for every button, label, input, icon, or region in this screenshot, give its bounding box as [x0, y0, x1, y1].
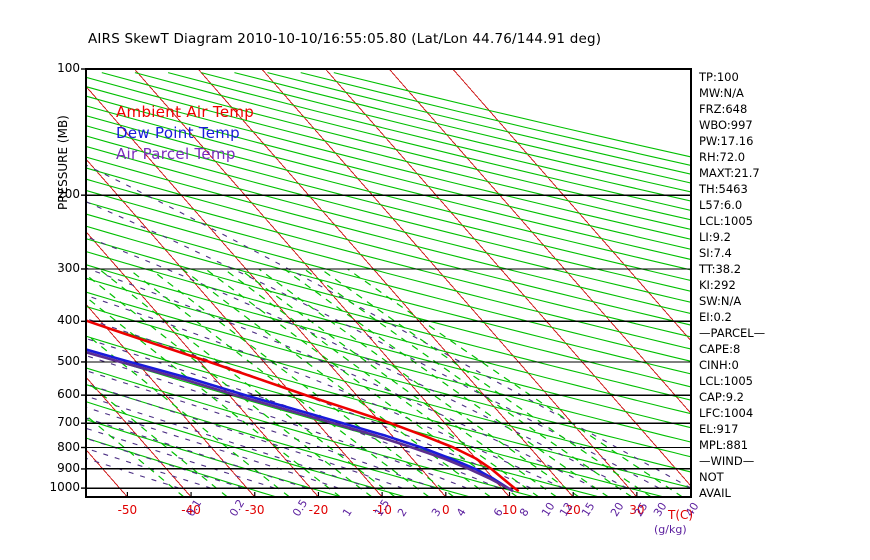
stat-item: LCL:1005	[699, 374, 753, 388]
stat-item: MAXT:21.7	[699, 166, 760, 180]
pressure-tick-600: 600	[57, 387, 80, 402]
stat-item: EL:917	[699, 422, 739, 436]
stat-item: NOT	[699, 470, 724, 484]
mixing-ratio-units-label: (g/kg)	[654, 523, 687, 536]
stat-item: MPL:881	[699, 438, 749, 452]
legend-item-parcel: Air Parcel Temp	[116, 145, 236, 163]
bottom-temp-tick--50: -50	[117, 503, 138, 517]
stat-item: RH:72.0	[699, 150, 746, 164]
stat-item: AVAIL	[699, 486, 731, 500]
stat-item: LCL:1005	[699, 214, 753, 228]
stat-item: CINH:0	[699, 358, 739, 372]
bottom-temp-tick-10: 10	[501, 503, 518, 517]
bottom-temp-tick--10: -10	[372, 503, 392, 517]
stat-item: PW:17.16	[699, 134, 754, 148]
x-axis-label: T(C)	[668, 508, 694, 522]
stat-item: MW:N/A	[699, 86, 744, 100]
stat-item: KI:292	[699, 278, 736, 292]
stat-item: TT:38.2	[699, 262, 742, 276]
pressure-tick-100: 100	[57, 61, 80, 75]
stat-item: LFC:1004	[699, 406, 754, 420]
pressure-tick-900: 900	[57, 460, 80, 475]
stat-item: TP:100	[699, 70, 739, 84]
stat-item: EI:0.2	[699, 310, 732, 324]
stat-item: LI:9.2	[699, 230, 731, 244]
pressure-tick-500: 500	[57, 353, 80, 368]
stat-item: FRZ:648	[699, 102, 748, 116]
bottom-temp-tick-20: 20	[565, 503, 581, 517]
pressure-tick-400: 400	[57, 313, 80, 328]
stat-item: WBO:997	[699, 118, 753, 132]
bottom-temp-tick--40: -40	[181, 503, 201, 517]
stat-item: —PARCEL—	[699, 326, 766, 340]
stat-item: CAPE:8	[699, 342, 741, 356]
stat-item: SW:N/A	[699, 294, 742, 308]
pressure-tick-700: 700	[57, 415, 80, 430]
stat-item: TH:5463	[699, 182, 748, 196]
legend-item-ambient: Ambient Air Temp	[116, 103, 255, 121]
legend-item-dewpoint: Dew Point Temp	[116, 124, 241, 142]
bottom-temp-tick--30: -30	[244, 503, 265, 517]
stat-item: SI:7.4	[699, 246, 732, 260]
bottom-temp-tick-0: 0	[441, 503, 450, 517]
bottom-temp-tick-30: 30	[629, 503, 645, 517]
page-title: AIRS SkewT Diagram 2010-10-10/16:55:05.8…	[88, 31, 602, 47]
pressure-tick-300: 300	[57, 260, 80, 275]
stat-item: —WIND—	[699, 454, 755, 468]
stat-item: L57:6.0	[699, 198, 743, 212]
pressure-tick-200: 200	[57, 187, 80, 202]
bottom-temp-tick--20: -20	[308, 503, 329, 517]
stat-item: CAP:9.2	[699, 390, 744, 404]
pressure-tick-800: 800	[57, 439, 80, 454]
pressure-tick-1000: 1000	[49, 480, 80, 495]
